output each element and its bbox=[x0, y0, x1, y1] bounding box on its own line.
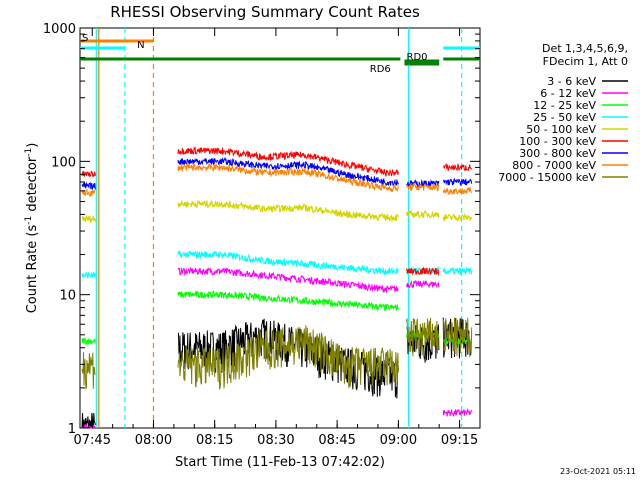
x-tick-label: 07:45 bbox=[74, 433, 111, 448]
series-line bbox=[81, 337, 96, 347]
series-line bbox=[177, 156, 399, 187]
x-tick-label: 08:45 bbox=[318, 433, 355, 448]
legend-header: Det 1,3,4,5,6,9, bbox=[542, 42, 628, 55]
flag-label: N bbox=[137, 40, 144, 51]
flag-label: RD6 bbox=[370, 64, 391, 75]
series-line bbox=[177, 162, 399, 193]
series-line bbox=[406, 317, 440, 357]
legend-label: 6 - 12 keV bbox=[540, 87, 596, 100]
legend-label: 7000 - 15000 keV bbox=[498, 171, 596, 184]
series-line bbox=[177, 290, 399, 312]
x-tick-label: 09:15 bbox=[441, 433, 478, 448]
flag-label: RD0 bbox=[407, 52, 428, 63]
legend-label: 300 - 800 keV bbox=[519, 147, 596, 160]
series-line bbox=[406, 182, 440, 193]
x-axis: 07:45 08:00 08:15 08:30 08:45 09:00 09:15 bbox=[74, 28, 481, 448]
series-line bbox=[406, 280, 440, 289]
flag-label: S bbox=[82, 33, 88, 44]
series-line bbox=[442, 178, 473, 187]
series-line bbox=[177, 325, 399, 390]
x-tick-label: 08:15 bbox=[196, 433, 233, 448]
series-line bbox=[81, 181, 96, 190]
series-line bbox=[442, 212, 473, 222]
plot-area: S N RD6 RD0 bbox=[79, 27, 481, 430]
y-axis: 1 10 100 1000 bbox=[43, 22, 480, 437]
series-line bbox=[177, 146, 399, 177]
x-tick-label: 08:30 bbox=[257, 433, 294, 448]
series-line bbox=[442, 162, 473, 172]
series-line bbox=[177, 266, 399, 293]
legend-label: 50 - 100 keV bbox=[526, 123, 596, 136]
x-tick-label: 08:00 bbox=[135, 433, 172, 448]
series-line bbox=[442, 407, 473, 417]
series-line bbox=[442, 267, 473, 276]
x-axis-label: Start Time (11-Feb-13 07:42:02) bbox=[175, 455, 385, 470]
series-line bbox=[81, 271, 96, 279]
series-line bbox=[81, 214, 96, 224]
legend-label: 12 - 25 keV bbox=[533, 99, 596, 112]
series-line bbox=[406, 210, 440, 219]
series-line bbox=[442, 317, 473, 357]
legend-label: 800 - 7000 keV bbox=[512, 159, 596, 172]
series-line bbox=[177, 250, 399, 276]
series-line bbox=[406, 266, 440, 277]
y-axis-label: Count Rate (s-1 detector-1) bbox=[24, 143, 40, 314]
x-tick-label: 09:00 bbox=[380, 433, 417, 448]
timestamp: 23-Oct-2021 05:11 bbox=[560, 467, 636, 476]
series-line bbox=[81, 189, 96, 197]
chart-title: RHESSI Observing Summary Count Rates bbox=[110, 3, 420, 21]
series-line bbox=[81, 170, 96, 178]
plot-frame bbox=[79, 27, 481, 429]
series-line bbox=[81, 352, 96, 391]
legend-header: FDecim 1, Att 0 bbox=[543, 55, 628, 68]
legend-label: 25 - 50 keV bbox=[533, 111, 596, 124]
series-line bbox=[177, 198, 399, 223]
legend-label: 100 - 300 keV bbox=[519, 135, 596, 148]
legend-label: 3 - 6 keV bbox=[547, 75, 596, 88]
y-tick-label: 1000 bbox=[43, 22, 76, 37]
y-tick-label: 10 bbox=[59, 289, 76, 304]
y-tick-label: 1 bbox=[68, 422, 76, 437]
series-line bbox=[442, 186, 473, 196]
y-tick-label: 100 bbox=[51, 155, 76, 170]
